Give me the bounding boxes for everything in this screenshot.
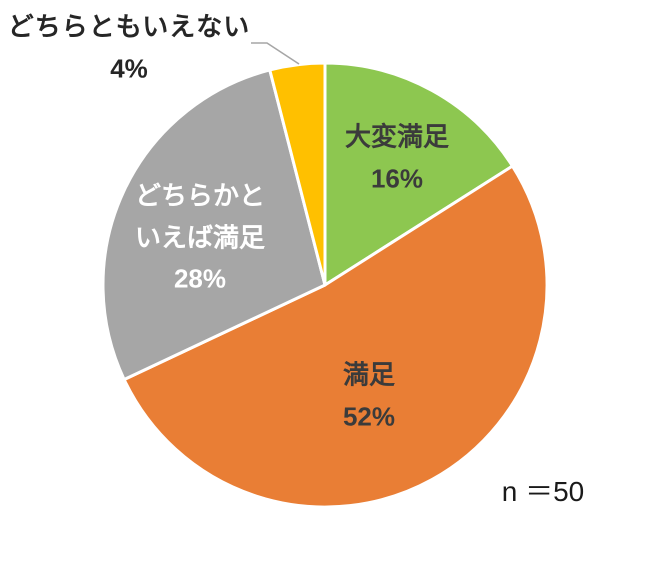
slice-percent: 28% — [173, 263, 227, 294]
slice-label-somewhat-satisfied: どちらかといえば満足 28% — [125, 176, 275, 301]
slice-label-neither: どちらともいえない 4% — [8, 6, 250, 89]
pie-slice-3 — [268, 61, 327, 287]
slice-percent: 4% — [110, 53, 148, 83]
slice-label-very-satisfied: 大変満足 16% — [345, 116, 449, 199]
pie-slices — [101, 61, 549, 509]
slice-name: 満足 — [342, 359, 396, 390]
slice-name: どちらともいえない — [7, 11, 251, 42]
slice-percent: 52% — [342, 401, 396, 431]
sample-size-label: n ＝50 — [501, 476, 585, 507]
slice-percent: 16% — [370, 163, 424, 193]
pie-slice-0 — [323, 61, 514, 287]
pie-slice-2 — [101, 68, 327, 382]
pie-slice-1 — [122, 164, 549, 509]
leader-line — [251, 42, 300, 65]
slice-name: 大変満足 — [344, 121, 450, 152]
slice-name: どちらかといえば満足 — [134, 180, 265, 253]
slice-label-satisfied: 満足 52% — [343, 354, 395, 437]
